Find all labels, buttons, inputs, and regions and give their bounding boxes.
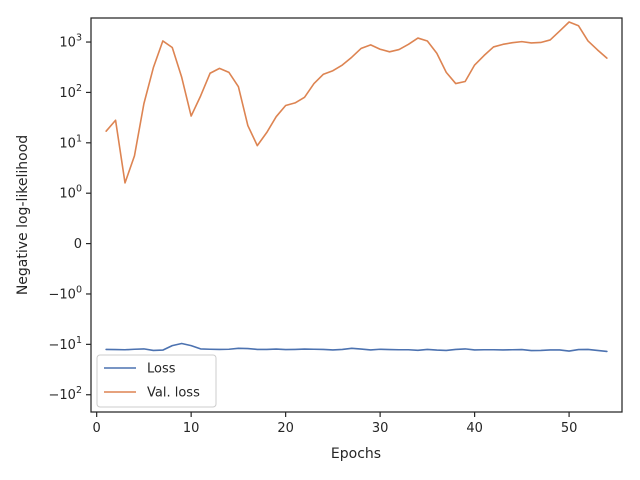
plot-frame	[90, 17, 623, 413]
x-tick-label-5: 50	[561, 421, 578, 436]
y-tick-label-4: 0	[74, 237, 82, 252]
x-axis-ticks: 0 10 20 30 40 50	[93, 412, 578, 436]
plot-area	[91, 18, 622, 412]
legend-label-0: Loss	[147, 362, 176, 377]
y-tick-label-2: 101	[59, 133, 82, 151]
legend: Loss Val. loss	[96, 354, 217, 408]
x-tick-label-1: 10	[183, 421, 200, 436]
y-tick-label-6: −101	[49, 335, 82, 353]
series-line-val-loss	[105, 21, 608, 184]
y-tick-label-5: −100	[49, 284, 82, 302]
y-tick-label-1: 102	[59, 83, 82, 101]
y-tick-label-0: 103	[59, 33, 82, 51]
y-tick-label-7: −102	[49, 385, 82, 403]
y-tick-label-3: 100	[59, 184, 82, 202]
x-tick-label-0: 0	[93, 421, 101, 436]
series-layer	[105, 21, 608, 353]
y-axis-ticks: 103 102 101 100 0 −100 −101 −102	[49, 33, 91, 403]
series-line-loss	[105, 342, 608, 353]
y-axis-label: Negative log-likelihood	[15, 135, 31, 295]
legend-label-1: Val. loss	[147, 386, 200, 401]
x-tick-label-2: 20	[277, 421, 294, 436]
x-tick-label-3: 30	[372, 421, 389, 436]
x-axis-label: Epochs	[331, 446, 381, 462]
x-tick-label-4: 40	[466, 421, 483, 436]
